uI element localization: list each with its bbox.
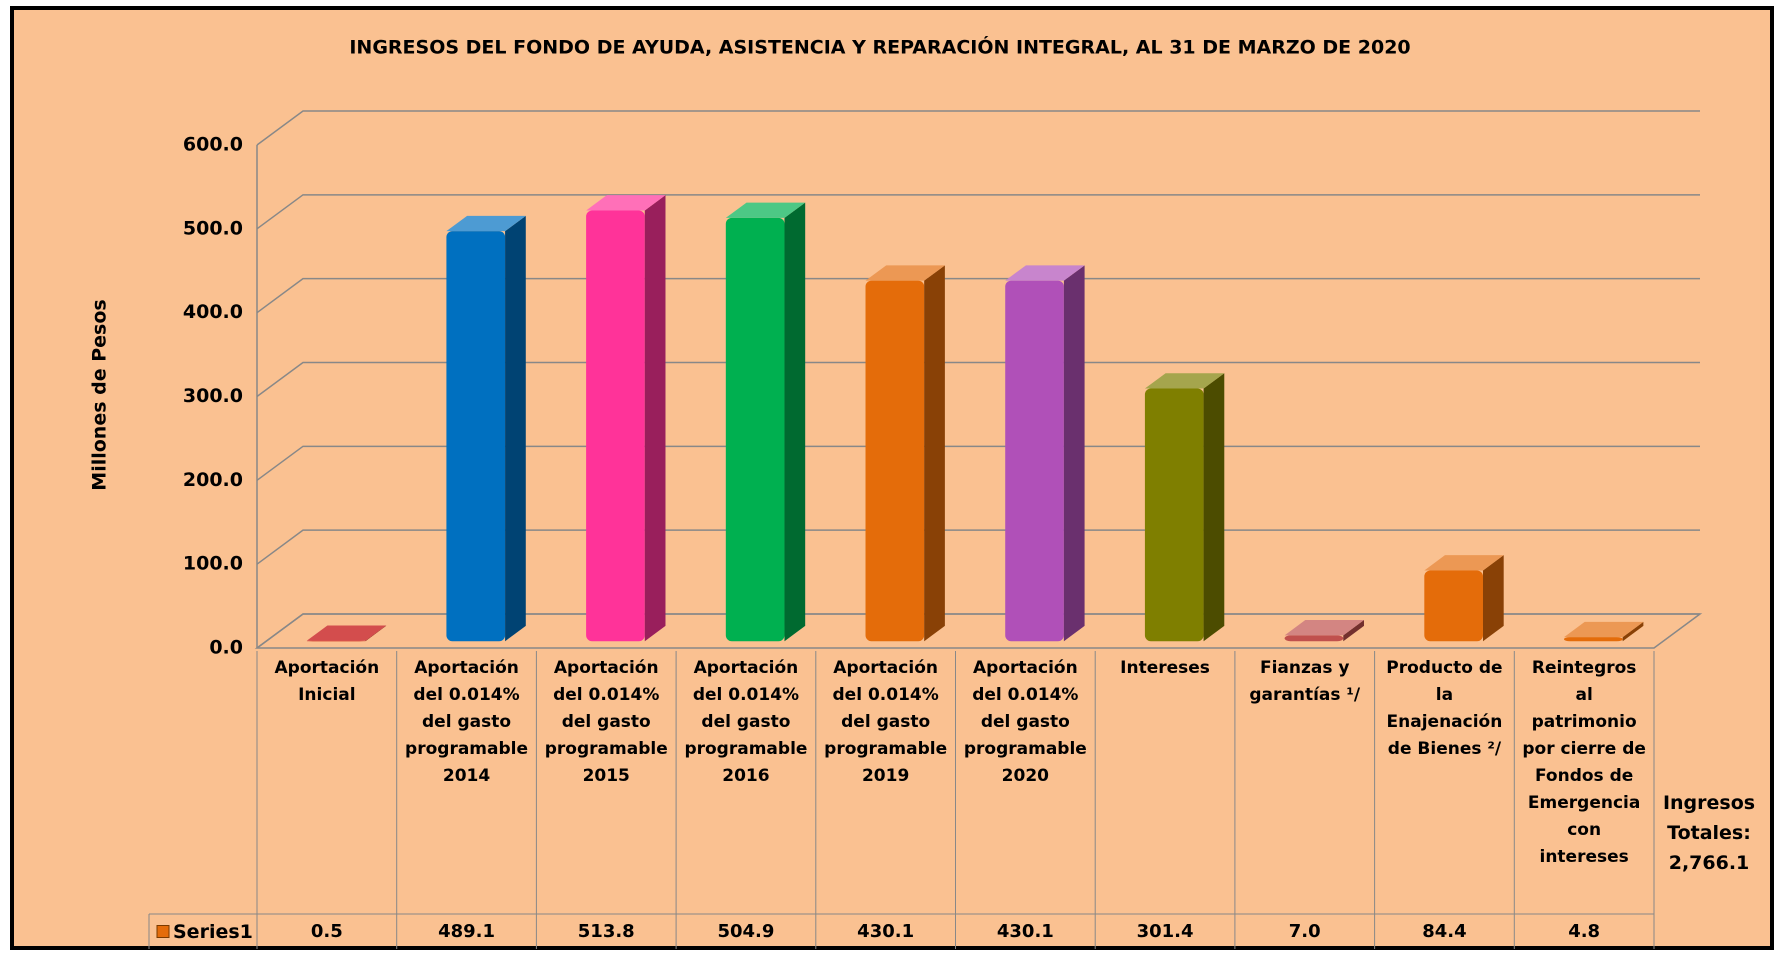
grid-line	[256, 194, 1700, 230]
x-tick-label: Fianzas y garantías ¹/	[1249, 658, 1361, 705]
bar-face	[1144, 373, 1225, 389]
data-label: 84.4	[1422, 921, 1467, 942]
grid-line	[256, 277, 1700, 314]
data-label: 430.1	[857, 921, 915, 942]
bar	[1284, 620, 1364, 642]
data-label: 513.8	[577, 921, 635, 942]
data-label: 301.4	[1136, 921, 1194, 942]
data-label: 7.0	[1288, 921, 1321, 942]
x-tick-label: Intereses	[1120, 658, 1210, 678]
bar-face	[586, 195, 666, 211]
bar-face	[1284, 635, 1344, 642]
bar-face	[505, 215, 526, 642]
bar-face	[1564, 637, 1623, 642]
x-tick-label: Aportación del 0.014% del gasto programa…	[684, 658, 808, 786]
x-tick-label: Aportación del 0.014% del gasto programa…	[963, 658, 1087, 786]
grid-line	[256, 445, 1700, 481]
x-tick-label: Aportación del 0.014% del gasto programa…	[544, 658, 668, 786]
bar-face	[1005, 280, 1064, 642]
y-tick-label: 500.0	[183, 217, 243, 239]
data-label: 489.1	[438, 921, 495, 942]
annotation: Ingresos Totales: 2,766.1	[1662, 792, 1756, 874]
x-tick-label: Producto de la Enajenación de Bienes ²/	[1386, 658, 1503, 759]
grid-line	[256, 110, 1700, 146]
bar-face	[1144, 388, 1204, 642]
x-tick-label: Aportación del 0.014% del gasto programa…	[405, 658, 529, 786]
table-line	[1653, 613, 1701, 649]
bar-face	[1063, 265, 1085, 642]
x-tick-label: Aportación Inicial	[274, 658, 380, 705]
bar-face	[1482, 555, 1504, 642]
y-tick-label: 600.0	[183, 134, 243, 156]
bar	[1144, 373, 1225, 642]
bar	[306, 625, 387, 642]
grid-line	[256, 361, 1700, 398]
grid-line	[256, 613, 1700, 649]
bar-face	[1622, 621, 1644, 642]
bar-face	[924, 265, 945, 642]
grid-line	[256, 529, 1700, 565]
bar-face	[306, 625, 387, 641]
legend-key	[156, 925, 170, 938]
y-tick-label: 0.0	[209, 637, 243, 659]
bar	[725, 202, 806, 642]
data-label: 504.9	[717, 921, 775, 942]
bar	[1005, 265, 1085, 642]
data-label: 4.8	[1568, 921, 1601, 942]
y-tick-label: 300.0	[183, 385, 243, 407]
bar	[446, 215, 526, 642]
bar-face	[1424, 570, 1483, 642]
bar	[586, 195, 666, 642]
bar-face	[1284, 620, 1364, 636]
bar	[1424, 555, 1504, 642]
bar-face	[1005, 265, 1085, 281]
data-label: 430.1	[996, 921, 1054, 942]
bar-face	[365, 625, 387, 642]
bar-face	[446, 215, 526, 232]
bar-face	[1564, 621, 1644, 638]
x-tick-label: Aportación del 0.014% del gasto programa…	[824, 658, 948, 786]
y-tick-label: 200.0	[183, 469, 243, 491]
chart-title: INGRESOS DEL FONDO DE AYUDA, ASISTENCIA …	[349, 35, 1410, 59]
legend-label: Series1	[173, 921, 253, 943]
bar-face	[1203, 373, 1225, 642]
bar-face	[644, 195, 666, 642]
bar-face	[725, 202, 806, 218]
y-tick-label: 100.0	[183, 553, 243, 575]
bar-face	[865, 265, 945, 281]
bar	[1564, 621, 1644, 642]
y-axis-label: Millones de Pesos	[89, 299, 111, 490]
bar-face	[586, 210, 645, 642]
bar	[865, 265, 945, 642]
bar-face	[784, 202, 806, 642]
bar-face	[1424, 555, 1504, 571]
bar-face	[446, 231, 506, 642]
y-tick-label: 400.0	[183, 301, 243, 323]
x-tick-label: Reintegros al patrimonio por cierre de F…	[1522, 658, 1646, 867]
bar-face	[865, 280, 925, 642]
bar-face	[725, 217, 785, 642]
data-label: 0.5	[310, 921, 343, 942]
bar-face	[1343, 620, 1364, 642]
